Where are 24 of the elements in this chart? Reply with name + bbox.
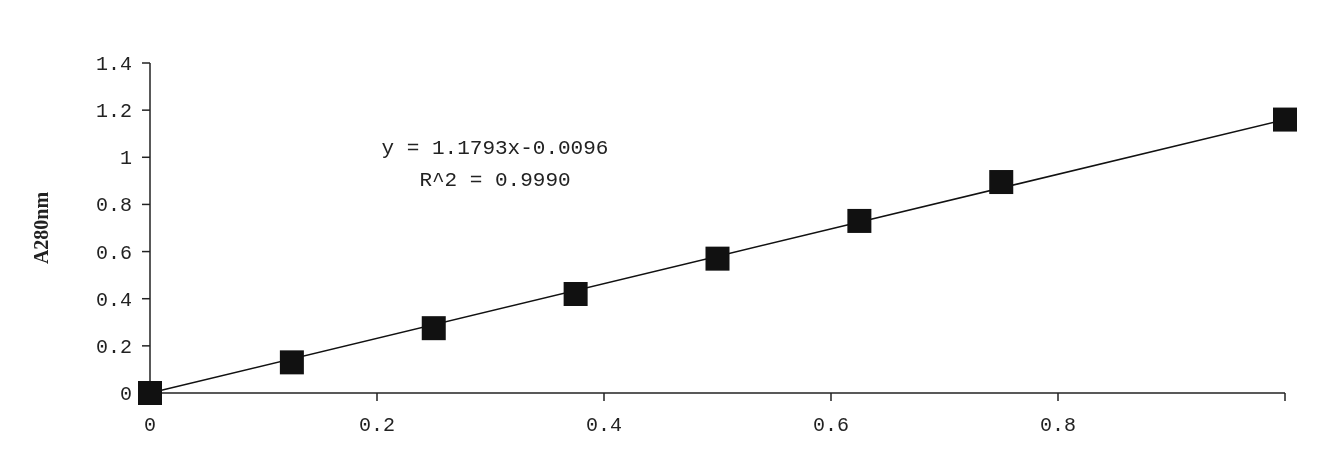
point xyxy=(989,170,1014,195)
point xyxy=(1273,107,1297,132)
point xyxy=(421,316,446,341)
y-tick-label: 1.2 xyxy=(95,100,132,124)
point xyxy=(138,381,162,405)
y-tick-label: 0.4 xyxy=(95,288,132,312)
x-tick-label: 0.2 xyxy=(358,414,396,437)
x-tick-label: 0.8 xyxy=(1039,414,1077,437)
annotation: y = 1.1793x-0.0096 xyxy=(381,137,609,160)
x-tick-label: 0.6 xyxy=(812,414,850,437)
point xyxy=(563,282,588,306)
y-tick-label: 0.2 xyxy=(95,335,132,359)
y-tick-label: 1 xyxy=(119,147,132,171)
x-tick-label: 0.4 xyxy=(585,414,623,437)
y-tick-label: 0.6 xyxy=(95,241,132,265)
annotation: R^2 = 0.9990 xyxy=(419,169,571,192)
y-axis-title: A280nm xyxy=(30,191,52,265)
x-tick-label: 0 xyxy=(143,414,157,437)
point xyxy=(847,208,872,233)
y-tick-label: 1.4 xyxy=(95,53,132,76)
point xyxy=(279,350,304,375)
y-tick-label: 0 xyxy=(119,383,132,406)
y-tick-label: 0.8 xyxy=(95,194,132,218)
point xyxy=(705,246,730,271)
